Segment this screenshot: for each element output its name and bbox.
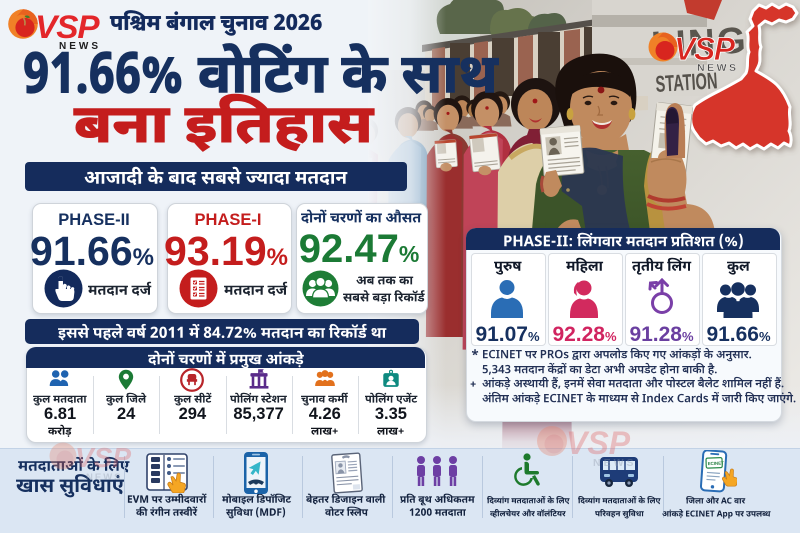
svg-text:VSP: VSP <box>674 31 736 67</box>
svg-text:NEWS: NEWS <box>593 457 637 469</box>
svg-text:NEWS: NEWS <box>86 472 123 483</box>
svg-text:STATION: STATION <box>655 67 718 97</box>
svg-text:NEWS: NEWS <box>59 41 101 51</box>
svg-text:VSP: VSP <box>566 425 631 461</box>
svg-text:ECINET: ECINET <box>708 461 725 467</box>
svg-text:VSP: VSP <box>75 442 131 473</box>
svg-text:VSP: VSP <box>35 9 100 45</box>
svg-text:NEWS: NEWS <box>697 62 739 74</box>
